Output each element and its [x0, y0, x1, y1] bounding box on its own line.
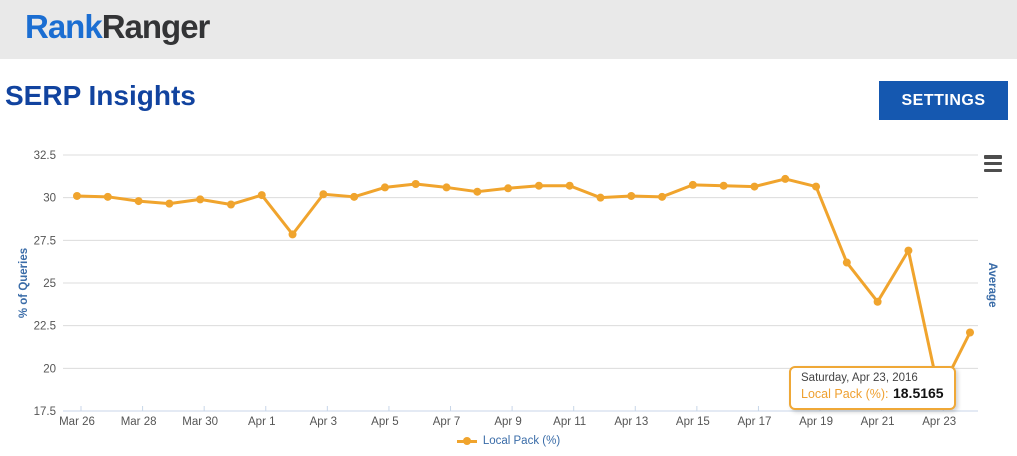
- svg-text:Apr 11: Apr 11: [553, 416, 586, 428]
- svg-text:Apr 1: Apr 1: [248, 416, 276, 428]
- svg-text:Apr 9: Apr 9: [494, 416, 522, 428]
- svg-text:32.5: 32.5: [34, 150, 56, 162]
- chart-tooltip: Saturday, Apr 23, 2016 Local Pack (%): 1…: [789, 366, 956, 410]
- svg-text:Apr 17: Apr 17: [738, 416, 772, 428]
- svg-text:Apr 13: Apr 13: [614, 416, 648, 428]
- svg-text:Mar 30: Mar 30: [182, 416, 218, 428]
- settings-button[interactable]: SETTINGS: [879, 81, 1008, 120]
- svg-text:Apr 7: Apr 7: [433, 416, 461, 428]
- svg-text:22.5: 22.5: [34, 321, 56, 333]
- tooltip-value: 18.5165: [892, 385, 944, 401]
- svg-text:27.5: 27.5: [34, 235, 56, 247]
- svg-text:Apr 5: Apr 5: [371, 416, 399, 428]
- svg-text:Apr 3: Apr 3: [310, 416, 338, 428]
- serp-chart: 32.5 30 27.5 25 22.5 20 17.5 Mar 26 Mar 28 Mar 30…: [0, 140, 1017, 456]
- rankranger-logo[interactable]: RankRanger: [25, 8, 211, 46]
- svg-text:Mar 28: Mar 28: [121, 416, 157, 428]
- svg-text:% of Queries: % of Queries: [18, 248, 30, 318]
- svg-text:Apr 23: Apr 23: [922, 416, 956, 428]
- legend-item-local-pack[interactable]: Local Pack (%): [456, 435, 561, 447]
- legend-label: Local Pack (%): [482, 435, 561, 447]
- svg-text:Apr 15: Apr 15: [676, 416, 710, 428]
- legend-line-dot-icon: [456, 436, 477, 446]
- tooltip-date: Saturday, Apr 23, 2016: [801, 372, 918, 384]
- svg-text:20: 20: [43, 363, 56, 375]
- app-header: RankRanger: [0, 0, 1017, 59]
- svg-text:Apr 19: Apr 19: [799, 416, 833, 428]
- svg-text:17.5: 17.5: [34, 406, 56, 418]
- chart-menu-icon[interactable]: [984, 155, 1002, 172]
- svg-text:25: 25: [43, 278, 56, 290]
- svg-text:Mar 26: Mar 26: [59, 416, 95, 428]
- chart-legend: Local Pack (%): [0, 435, 1017, 447]
- tooltip-series-label: Local Pack (%):: [801, 387, 889, 401]
- logo-text-rank: Rank: [25, 8, 103, 45]
- page-title: SERP Insights: [5, 80, 196, 111]
- logo-text-ranger: Ranger: [101, 8, 211, 45]
- svg-text:30: 30: [43, 193, 56, 205]
- svg-text:Average: Average: [986, 263, 998, 308]
- svg-text:Apr 21: Apr 21: [861, 416, 895, 428]
